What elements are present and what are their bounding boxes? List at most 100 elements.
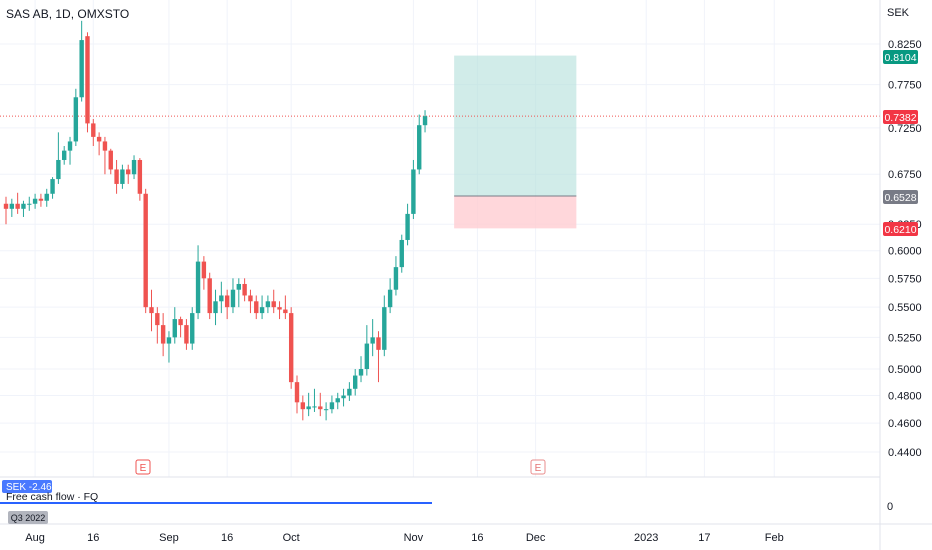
y-tick-label: 0.7250: [888, 123, 922, 135]
candle: [62, 146, 67, 165]
candle: [178, 316, 183, 338]
candle: [108, 148, 113, 175]
candle: [195, 245, 201, 320]
target-zone[interactable]: [454, 55, 577, 196]
candle: [341, 388, 346, 407]
candle-body: [3, 203, 9, 209]
candle: [393, 256, 399, 296]
stop-zone[interactable]: [454, 195, 577, 229]
candle-body: [160, 325, 166, 344]
candle-body: [190, 313, 195, 344]
target-price-badge: 0.8104: [883, 50, 918, 64]
candle: [382, 295, 387, 357]
candle-body: [271, 301, 276, 308]
candle: [190, 307, 195, 350]
candle-body: [405, 213, 410, 240]
earnings-marker-aug[interactable]: E: [135, 459, 151, 475]
last-price-badge: 0.7382: [883, 110, 918, 124]
earnings-marker-nov[interactable]: E: [530, 459, 546, 475]
candle: [288, 307, 294, 389]
price-axis[interactable]: 0.82500.77500.72500.67500.62500.60000.57…: [888, 39, 922, 459]
candle: [32, 193, 38, 209]
candle-body: [242, 283, 247, 296]
candle: [318, 392, 323, 417]
candle: [155, 307, 160, 344]
candle: [44, 188, 49, 207]
candle: [166, 331, 172, 363]
y-tick-label: 0.5250: [888, 332, 922, 344]
x-tick-label: Feb: [765, 532, 784, 544]
candle: [411, 159, 416, 220]
x-tick-label: Dec: [526, 532, 546, 544]
candlestick-series: [3, 20, 428, 421]
candle: [102, 136, 108, 175]
candle-body: [318, 406, 323, 410]
candle: [15, 192, 20, 214]
candle: [143, 188, 148, 314]
candle: [364, 325, 370, 376]
candle-body: [50, 179, 55, 194]
x-tick-label: 16: [87, 532, 99, 544]
y-tick-label: 0.5000: [888, 364, 922, 376]
candle-body: [230, 289, 236, 308]
candle: [85, 32, 90, 133]
candle: [254, 295, 259, 320]
candle: [213, 289, 218, 326]
candle-body: [21, 203, 26, 209]
candle: [300, 395, 306, 421]
candle-body: [300, 402, 306, 410]
svg-text:E: E: [535, 463, 542, 474]
x-tick-label: Sep: [159, 532, 179, 544]
candle-body: [201, 261, 207, 279]
candle-body: [114, 169, 119, 184]
indicator-period-badge: Q3 2022: [8, 511, 48, 524]
candle-body: [155, 313, 160, 326]
y-tick-label: 0.5750: [888, 273, 922, 285]
candle: [265, 295, 271, 314]
svg-text:0.8104: 0.8104: [884, 52, 916, 64]
candle: [224, 289, 230, 320]
x-tick-label: Nov: [404, 532, 424, 544]
y-tick-label: 0.7750: [888, 80, 922, 92]
candle: [149, 289, 154, 332]
candle-body: [277, 307, 282, 310]
candle-body: [399, 239, 404, 268]
candle-body: [329, 402, 335, 410]
candle: [27, 196, 32, 211]
candle-body: [172, 319, 177, 338]
candle: [67, 136, 73, 165]
candle: [283, 295, 288, 320]
candle-body: [85, 36, 90, 124]
candle-body: [254, 301, 259, 314]
y-tick-label: 0.5500: [888, 302, 922, 314]
candle-body: [248, 295, 253, 302]
candle-body: [96, 136, 102, 142]
candle-body: [15, 203, 20, 209]
candle-body: [9, 203, 15, 209]
y-tick-label: 0.4400: [888, 447, 922, 459]
candle-body: [102, 141, 108, 151]
candle: [160, 313, 166, 357]
candle-body: [312, 406, 317, 408]
candle: [201, 256, 207, 290]
candle-body: [120, 169, 125, 184]
candle-body: [382, 307, 387, 350]
candle: [236, 278, 241, 308]
candle: [120, 164, 125, 189]
indicator-value-badge: SEK -2.46B: [2, 480, 59, 493]
indicator-zero-label: 0: [887, 501, 893, 513]
candle-body: [178, 319, 183, 326]
candle: [56, 132, 61, 184]
candle: [9, 198, 15, 217]
candle: [358, 356, 364, 383]
candle: [399, 234, 404, 273]
indicator-label[interactable]: Free cash flow · FQ: [6, 491, 98, 503]
svg-text:0.7382: 0.7382: [884, 112, 916, 124]
time-axis[interactable]: Aug 16 Sep 16 Oct Nov 16 Dec 2023 17 Feb: [25, 532, 783, 544]
candle-body: [131, 159, 137, 175]
x-tick-label: Oct: [283, 532, 300, 544]
candle: [126, 164, 131, 184]
candle: [207, 272, 212, 320]
candle: [306, 392, 311, 417]
